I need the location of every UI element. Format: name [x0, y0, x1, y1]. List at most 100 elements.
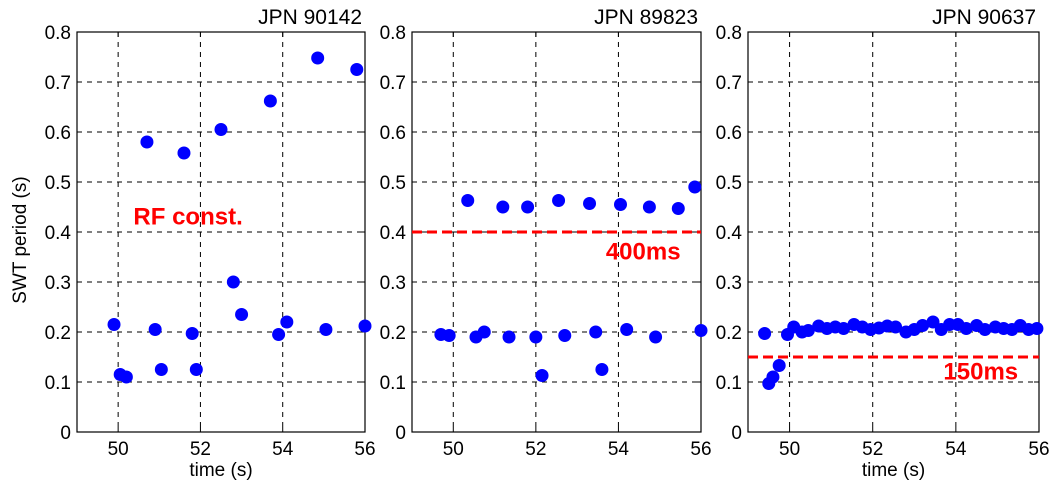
data-point — [140, 135, 154, 149]
data-point — [926, 315, 940, 329]
data-point — [319, 323, 333, 336]
data-point — [766, 370, 780, 384]
data-point — [529, 330, 543, 344]
data-point — [119, 370, 133, 384]
x-tick-label: 54 — [608, 439, 630, 460]
x-tick-label: 52 — [862, 439, 883, 460]
data-point — [477, 325, 491, 339]
y-axis-label: SWT period (s) — [10, 176, 31, 303]
annotation-label: RF const. — [133, 204, 242, 231]
data-point — [311, 51, 325, 65]
data-point — [189, 363, 203, 376]
y-tick-label: 0.5 — [716, 173, 742, 194]
data-point — [226, 275, 240, 289]
y-tick-label: 0 — [395, 423, 406, 444]
data-point — [620, 323, 634, 336]
data-point — [595, 363, 609, 376]
data-point — [583, 197, 597, 210]
data-point — [613, 198, 627, 211]
y-tick-label: 0.8 — [716, 23, 742, 44]
y-tick-label: 0.6 — [716, 123, 742, 144]
data-point — [272, 328, 286, 341]
y-tick-label: 0.1 — [45, 373, 71, 394]
data-point — [185, 327, 199, 340]
y-tick-label: 0.1 — [716, 373, 742, 394]
data-point — [461, 194, 475, 207]
y-tick-label: 0.3 — [716, 273, 742, 294]
data-point — [589, 325, 603, 339]
x-tick-label: 56 — [354, 439, 375, 460]
y-tick-label: 0.2 — [45, 323, 71, 344]
y-tick-label: 0.2 — [716, 323, 742, 344]
x-tick-label: 56 — [1028, 439, 1049, 460]
annotation-label: 150ms — [943, 359, 1018, 386]
x-tick-label: 54 — [945, 439, 967, 460]
data-point — [235, 308, 249, 321]
chart-panel-2: 0 0.1 0.2 0.3 0.4 0.5 0.6 0.7 0.8 50 52 54 56 JPN 898… — [380, 6, 712, 460]
y-tick-label: 0.4 — [716, 223, 743, 244]
data-point — [694, 324, 708, 337]
data-point — [772, 359, 786, 372]
x-tick-label: 50 — [108, 439, 129, 460]
data-point — [1030, 322, 1044, 335]
x-tick-label: 52 — [190, 439, 211, 460]
y-tick-label: 0.3 — [45, 273, 71, 294]
data-point — [280, 315, 294, 329]
y-tick-label: 0.5 — [380, 173, 406, 194]
data-point — [148, 323, 162, 336]
chart-title: JPN 90637 — [932, 6, 1036, 29]
data-point — [889, 320, 903, 334]
x-tick-label: 52 — [525, 439, 546, 460]
chart-panel-1: 0 0.1 0.2 0.3 0.4 0.5 0.6 0.7 0.8 50 52 54 56 JPN 901… — [45, 6, 376, 481]
data-point — [214, 123, 228, 136]
data-point — [558, 329, 572, 342]
y-tick-label: 0.8 — [45, 23, 71, 44]
y-tick-label: 0.2 — [380, 323, 406, 344]
data-point — [107, 318, 121, 331]
y-tick-label: 0.6 — [380, 123, 406, 144]
data-point — [535, 369, 549, 382]
data-point — [642, 200, 656, 214]
data-point — [350, 63, 364, 76]
y-tick-label: 0.4 — [45, 223, 72, 244]
x-axis-label: time (s) — [189, 460, 252, 481]
y-tick-label: 0.7 — [716, 73, 742, 94]
data-point — [837, 322, 851, 335]
chart-panel-3: 0 0.1 0.2 0.3 0.4 0.5 0.6 0.7 0.8 50 52 54 56 JPN 906… — [716, 6, 1050, 481]
y-tick-label: 0.5 — [45, 173, 71, 194]
y-tick-label: 0.4 — [380, 223, 407, 244]
y-tick-label: 0.6 — [45, 123, 71, 144]
data-point — [916, 319, 930, 332]
data-point — [758, 327, 772, 340]
data-point — [552, 194, 566, 207]
x-tick-label: 50 — [443, 439, 464, 460]
data-point — [502, 330, 516, 344]
data-point — [801, 324, 815, 337]
data-point — [688, 180, 702, 194]
annotation-label: 400ms — [606, 239, 681, 266]
data-point — [671, 202, 685, 215]
y-tick-label: 0.7 — [380, 73, 406, 94]
data-point — [978, 323, 992, 336]
y-tick-label: 0.7 — [45, 73, 71, 94]
y-tick-label: 0 — [731, 423, 742, 444]
data-point — [959, 322, 973, 335]
data-point — [496, 200, 510, 214]
y-tick-label: 0.3 — [380, 273, 406, 294]
x-tick-label: 50 — [779, 439, 800, 460]
data-point — [442, 329, 456, 342]
data-point — [177, 146, 191, 160]
chart-title: JPN 89823 — [594, 6, 698, 29]
data-point — [358, 319, 372, 333]
y-tick-label: 0.8 — [380, 23, 406, 44]
data-point — [649, 330, 663, 344]
y-tick-label: 0 — [60, 423, 71, 444]
y-tick-label: 0.1 — [380, 373, 406, 394]
x-axis-label: time (s) — [862, 460, 925, 481]
x-tick-label: 56 — [690, 439, 711, 460]
x-tick-label: 54 — [272, 439, 294, 460]
data-point — [521, 200, 535, 214]
chart-title: JPN 90142 — [258, 6, 362, 29]
data-point — [154, 363, 168, 376]
